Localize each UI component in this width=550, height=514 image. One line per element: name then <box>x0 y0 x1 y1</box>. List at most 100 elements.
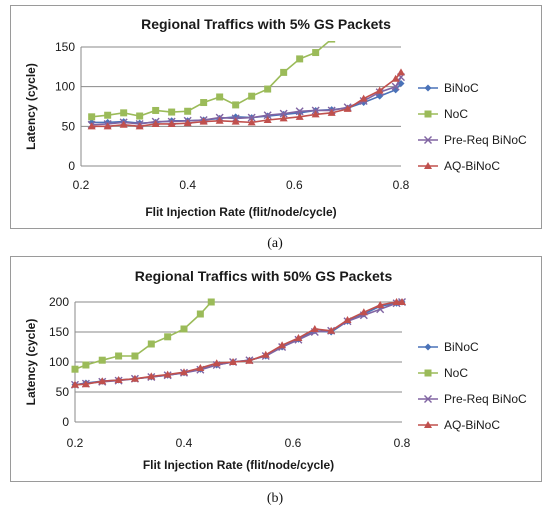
chart-b-legend-label-1: NoC <box>444 366 468 380</box>
chart-a-s1-point-6 <box>184 107 192 115</box>
chart-b-legend-marker-3 <box>424 421 432 428</box>
chart-a-ytick-label-0: 0 <box>68 159 75 173</box>
chart-b-series-aq-binoc <box>71 298 406 388</box>
chart-a-s3-point-18 <box>375 86 384 94</box>
chart-a-s1-point-8 <box>216 93 224 101</box>
chart-panel-b: Regional Traffics with 50% GS Packets 0 50… <box>10 256 542 482</box>
chart-b-legend-marker-2-stroke-2 <box>424 395 432 403</box>
chart-b-y-axis-label: Latency (cycle) <box>24 319 38 406</box>
chart-b-series-pre-req-binoc <box>71 298 406 389</box>
chart-a-s2-point-13 <box>295 107 304 116</box>
chart-b-s3-point-4 <box>130 374 139 382</box>
caption-b: (b) <box>266 491 284 506</box>
chart-b-s3-point-7 <box>180 368 188 376</box>
chart-b-s1-point-9 <box>207 298 215 306</box>
chart-a-s2-point-11 <box>263 111 272 120</box>
chart-b-legend-item-0: BiNoC <box>418 340 479 354</box>
chart-panel-a: Regional Traffics with 5% GS Packets 0 50 1… <box>10 5 542 229</box>
chart-b-s3-point-3 <box>114 376 123 383</box>
chart-a-s1-point-5 <box>168 108 176 116</box>
chart-b-ytick-label-0: 0 <box>62 415 69 429</box>
caption-a: (a) <box>267 236 283 251</box>
chart-a-series-pre-req-binoc <box>87 73 405 129</box>
chart-b-s1-point-5 <box>147 340 155 348</box>
chart-b-legend-label-0: BiNoC <box>444 340 479 354</box>
chart-b-s3-point-15 <box>310 325 319 332</box>
chart-b-s1-point-6 <box>164 333 172 341</box>
chart-b-series-line-3 <box>74 301 402 386</box>
chart-a-xtick-label-1: 0.4 <box>179 178 196 192</box>
chart-a-s3-point-11 <box>263 115 272 123</box>
chart-b-s1-point-1 <box>82 361 90 369</box>
chart-b-s3-point-21 <box>398 298 406 305</box>
chart-a-legend-label-2: Pre-Req BiNoC <box>444 133 527 147</box>
chart-b-s3-point-5 <box>147 372 156 380</box>
chart-b-s3-point-13 <box>278 341 287 349</box>
chart-a-s2-point-11-stroke-2 <box>263 111 272 120</box>
chart-a-s3-point-14 <box>311 110 320 118</box>
chart-b-s1-point-7 <box>180 325 188 333</box>
chart-b-series-line-0 <box>74 301 403 386</box>
chart-b-legend-marker-1 <box>424 369 432 377</box>
chart-b-ytick-label-1: 50 <box>56 385 70 399</box>
chart-a-legend-item-1: NoC <box>418 107 468 121</box>
chart-b-legend-label-2: Pre-Req BiNoC <box>444 392 527 406</box>
chart-a-s3-point-12 <box>279 114 288 122</box>
chart-b-gridlines <box>75 301 402 423</box>
chart-b-xtick-label-2: 0.6 <box>285 436 302 450</box>
chart-a-legend-marker-3 <box>424 162 432 169</box>
chart-a-s1-point-14 <box>312 49 320 57</box>
chart-b-series-line-1 <box>74 301 212 370</box>
chart-a-s1-point-7 <box>200 99 208 107</box>
chart-b-series-line-2 <box>74 301 403 386</box>
chart-a-s1-point-4 <box>152 106 160 114</box>
chart-b-ytick-label-4: 200 <box>49 295 69 309</box>
chart-b-ytick-label-2: 100 <box>49 355 69 369</box>
chart-a-s1-point-2 <box>120 109 128 117</box>
chart-a-y-axis-label: Latency (cycle) <box>24 63 38 150</box>
chart-b-s1-point-3 <box>115 352 123 360</box>
chart-a-s1-point-11 <box>264 85 272 93</box>
chart-a-s1-point-3 <box>136 112 144 120</box>
chart-a-s2-point-10-stroke-2 <box>247 113 256 122</box>
chart-b-ytick-label-3: 150 <box>49 325 69 339</box>
chart-b-series-binoc <box>71 298 406 389</box>
chart-a-s2-point-12-stroke-2 <box>279 109 288 118</box>
chart-a-s3-point-9 <box>231 117 240 125</box>
chart-b-xtick-label-0: 0.2 <box>67 436 84 450</box>
chart-a-s1-point-0 <box>88 113 96 121</box>
chart-b-s3-point-14 <box>294 334 303 341</box>
chart-a-series-aq-binoc <box>87 68 405 130</box>
chart-b-legend-label-3: AQ-BiNoC <box>444 418 500 432</box>
chart-b-s3-point-17 <box>343 316 352 323</box>
chart-a-s3-point-5 <box>167 119 176 127</box>
chart-b-s1-point-8 <box>196 310 204 318</box>
chart-b-legend-marker-0 <box>424 343 432 351</box>
chart-a-s3-point-4 <box>151 119 160 127</box>
chart-b-s3-point-12 <box>261 350 270 358</box>
chart-a-s2-point-19 <box>391 82 400 91</box>
chart-a-s3-point-13 <box>295 112 304 120</box>
chart-a-s3-point-0 <box>87 122 96 130</box>
chart-b-s1-point-0 <box>71 365 79 373</box>
chart-a-svg: Regional Traffics with 5% GS Packets 0 50 1… <box>24 16 527 219</box>
chart-a-s1-point-15 <box>328 41 336 43</box>
chart-b-title: Regional Traffics with 50% GS Packets <box>135 268 393 284</box>
chart-a-series-noc <box>88 41 336 121</box>
chart-b-x-axis-label: Flit Injection Rate (flit/node/cycle) <box>143 458 334 472</box>
chart-a-legend-item-2: Pre-Req BiNoC <box>418 133 527 147</box>
chart-a-s2-point-12 <box>279 109 288 118</box>
chart-a-s3-point-3 <box>135 122 144 130</box>
chart-a-s3-point-19 <box>391 74 400 82</box>
chart-b-s3-point-18 <box>359 308 368 316</box>
chart-a-s2-point-13-stroke-2 <box>295 107 304 116</box>
chart-b-s3-point-6 <box>163 370 172 378</box>
chart-b-s3-point-20 <box>392 298 401 305</box>
chart-a-ytick-label-1: 50 <box>62 119 76 133</box>
chart-a-legend-marker-0 <box>424 84 432 92</box>
chart-a-legend-label-3: AQ-BiNoC <box>444 159 500 173</box>
chart-b-legend-item-1: NoC <box>418 366 468 380</box>
chart-b-s3-point-11 <box>245 356 254 364</box>
chart-a-legend-marker-2-stroke-2 <box>424 136 432 144</box>
chart-a-title: Regional Traffics with 5% GS Packets <box>141 16 391 32</box>
